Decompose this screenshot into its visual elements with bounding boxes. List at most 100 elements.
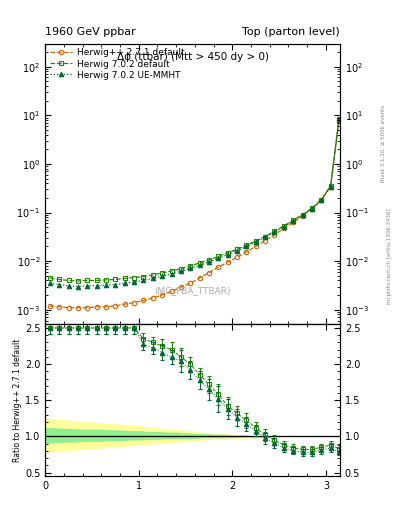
Herwig++ 2.7.1 default: [188, 280, 193, 286]
Herwig 7.0.2 UE-MMHT: [328, 184, 333, 190]
Herwig 7.0.2 default: [188, 263, 193, 269]
Herwig++ 2.7.1 default: [281, 225, 286, 231]
Text: 1960 GeV ppbar: 1960 GeV ppbar: [45, 27, 136, 37]
Herwig++ 2.7.1 default: [141, 297, 146, 304]
Herwig 7.0.2 UE-MMHT: [48, 280, 52, 286]
Herwig++ 2.7.1 default: [319, 197, 323, 203]
Herwig++ 2.7.1 default: [291, 219, 296, 225]
Herwig++ 2.7.1 default: [104, 304, 108, 310]
Herwig 7.0.2 UE-MMHT: [66, 283, 71, 289]
Herwig++ 2.7.1 default: [113, 303, 118, 309]
Herwig++ 2.7.1 default: [66, 305, 71, 311]
Herwig 7.0.2 UE-MMHT: [188, 265, 193, 271]
Herwig++ 2.7.1 default: [244, 249, 249, 255]
Herwig 7.0.2 UE-MMHT: [225, 251, 230, 258]
Herwig 7.0.2 UE-MMHT: [291, 218, 296, 224]
Herwig++ 2.7.1 default: [48, 303, 52, 309]
Herwig 7.0.2 UE-MMHT: [104, 282, 108, 288]
Herwig++ 2.7.1 default: [225, 259, 230, 265]
Herwig 7.0.2 default: [104, 277, 108, 283]
Herwig 7.0.2 default: [169, 268, 174, 274]
Herwig 7.0.2 UE-MMHT: [253, 239, 258, 245]
Herwig 7.0.2 default: [310, 205, 314, 211]
Herwig 7.0.2 UE-MMHT: [300, 212, 305, 218]
Herwig 7.0.2 default: [66, 278, 71, 284]
Herwig 7.0.2 default: [48, 275, 52, 281]
Herwig 7.0.2 UE-MMHT: [169, 271, 174, 277]
Herwig++ 2.7.1 default: [57, 304, 62, 310]
Herwig++ 2.7.1 default: [263, 238, 268, 244]
Herwig 7.0.2 UE-MMHT: [244, 243, 249, 249]
Herwig 7.0.2 default: [337, 116, 342, 122]
Line: Herwig++ 2.7.1 default: Herwig++ 2.7.1 default: [48, 118, 341, 310]
Herwig++ 2.7.1 default: [310, 206, 314, 212]
Text: (MC_FBA_TTBAR): (MC_FBA_TTBAR): [154, 286, 231, 295]
Herwig++ 2.7.1 default: [169, 288, 174, 294]
Herwig 7.0.2 UE-MMHT: [151, 275, 155, 282]
Herwig++ 2.7.1 default: [85, 305, 90, 311]
Text: mcplots.cern.ch [arXiv:1306.3436]: mcplots.cern.ch [arXiv:1306.3436]: [387, 208, 391, 304]
Herwig 7.0.2 UE-MMHT: [94, 283, 99, 289]
Herwig 7.0.2 UE-MMHT: [57, 282, 62, 288]
Herwig 7.0.2 UE-MMHT: [197, 262, 202, 268]
Herwig++ 2.7.1 default: [132, 300, 136, 306]
Herwig 7.0.2 default: [319, 197, 323, 203]
Herwig 7.0.2 UE-MMHT: [122, 280, 127, 286]
Herwig++ 2.7.1 default: [207, 269, 211, 275]
Herwig 7.0.2 default: [178, 266, 183, 272]
Herwig++ 2.7.1 default: [94, 304, 99, 310]
Herwig 7.0.2 default: [207, 257, 211, 263]
Line: Herwig 7.0.2 UE-MMHT: Herwig 7.0.2 UE-MMHT: [48, 117, 341, 289]
Herwig++ 2.7.1 default: [328, 183, 333, 189]
Herwig 7.0.2 default: [197, 260, 202, 266]
Herwig 7.0.2 default: [160, 270, 165, 276]
Herwig 7.0.2 UE-MMHT: [132, 279, 136, 285]
Herwig++ 2.7.1 default: [272, 231, 277, 238]
Herwig 7.0.2 default: [235, 246, 239, 252]
Herwig 7.0.2 default: [263, 233, 268, 240]
Herwig 7.0.2 default: [113, 276, 118, 283]
Herwig 7.0.2 UE-MMHT: [178, 268, 183, 274]
Herwig++ 2.7.1 default: [151, 295, 155, 301]
Text: Rivet 3.1.10, ≥ 500k events: Rivet 3.1.10, ≥ 500k events: [381, 105, 386, 182]
Text: Δϕ (ttbar) (Mtt > 450 dy > 0): Δϕ (ttbar) (Mtt > 450 dy > 0): [117, 52, 268, 62]
Herwig 7.0.2 UE-MMHT: [75, 284, 80, 290]
Herwig 7.0.2 default: [300, 211, 305, 218]
Herwig 7.0.2 default: [132, 274, 136, 281]
Herwig 7.0.2 default: [291, 217, 296, 223]
Herwig++ 2.7.1 default: [122, 301, 127, 307]
Herwig 7.0.2 default: [225, 250, 230, 256]
Herwig 7.0.2 default: [75, 278, 80, 284]
Herwig 7.0.2 UE-MMHT: [85, 283, 90, 289]
Herwig 7.0.2 default: [244, 242, 249, 248]
Herwig++ 2.7.1 default: [300, 213, 305, 219]
Herwig++ 2.7.1 default: [160, 292, 165, 298]
Herwig++ 2.7.1 default: [253, 243, 258, 249]
Herwig++ 2.7.1 default: [75, 305, 80, 311]
Herwig 7.0.2 default: [85, 278, 90, 284]
Herwig 7.0.2 UE-MMHT: [235, 248, 239, 254]
Herwig 7.0.2 default: [272, 228, 277, 234]
Herwig 7.0.2 UE-MMHT: [319, 197, 323, 203]
Herwig++ 2.7.1 default: [178, 284, 183, 290]
Herwig 7.0.2 default: [216, 253, 220, 260]
Herwig++ 2.7.1 default: [216, 264, 220, 270]
Herwig 7.0.2 default: [57, 276, 62, 283]
Text: Top (parton level): Top (parton level): [242, 27, 340, 37]
Herwig 7.0.2 UE-MMHT: [141, 278, 146, 284]
Herwig 7.0.2 default: [141, 273, 146, 280]
Herwig 7.0.2 UE-MMHT: [160, 273, 165, 279]
Herwig 7.0.2 UE-MMHT: [207, 259, 211, 265]
Herwig 7.0.2 UE-MMHT: [113, 282, 118, 288]
Line: Herwig 7.0.2 default: Herwig 7.0.2 default: [48, 117, 341, 283]
Herwig 7.0.2 default: [122, 275, 127, 282]
Y-axis label: Ratio to Herwig++ 2.7.1 default: Ratio to Herwig++ 2.7.1 default: [13, 338, 22, 462]
Herwig 7.0.2 UE-MMHT: [310, 206, 314, 212]
Herwig 7.0.2 UE-MMHT: [272, 229, 277, 235]
Legend: Herwig++ 2.7.1 default, Herwig 7.0.2 default, Herwig 7.0.2 UE-MMHT: Herwig++ 2.7.1 default, Herwig 7.0.2 def…: [48, 46, 186, 82]
Herwig++ 2.7.1 default: [197, 275, 202, 281]
Herwig 7.0.2 UE-MMHT: [263, 234, 268, 240]
Herwig 7.0.2 default: [94, 278, 99, 284]
Herwig 7.0.2 default: [281, 223, 286, 229]
Herwig 7.0.2 default: [151, 272, 155, 278]
